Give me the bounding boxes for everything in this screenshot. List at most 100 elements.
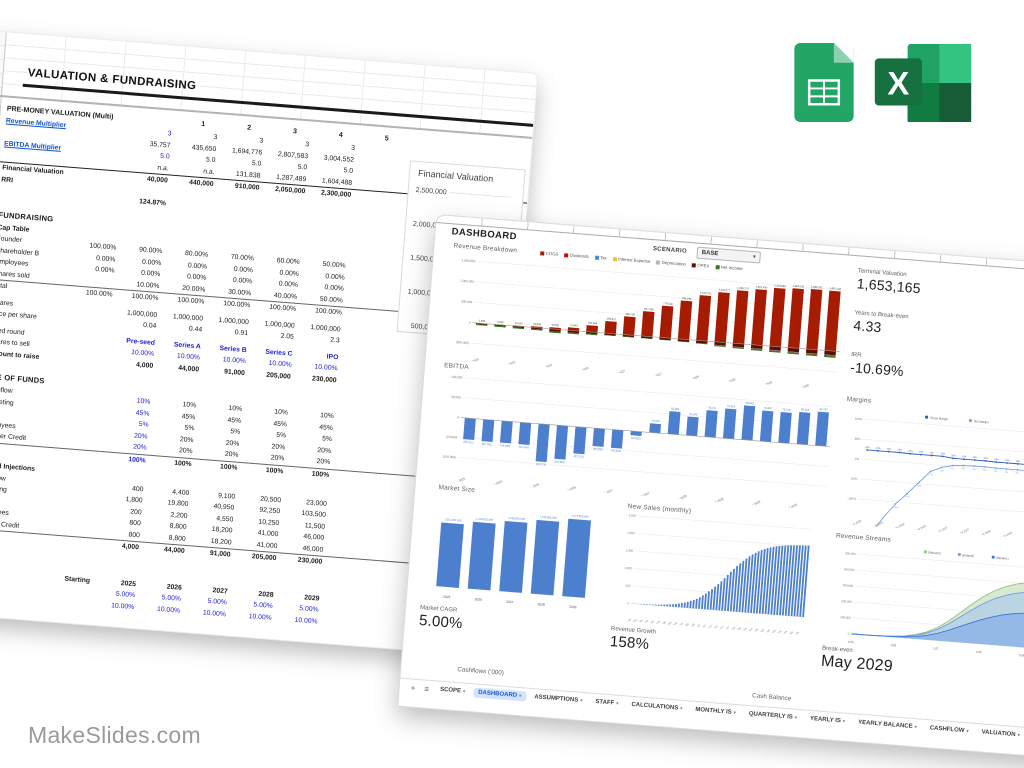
tab-label: YEARLY IS <box>809 715 842 725</box>
svg-text:20%: 20% <box>973 457 978 459</box>
cell[interactable]: 230,000 <box>297 556 323 566</box>
svg-text:20%: 20% <box>983 458 988 460</box>
google-sheets-logo <box>794 43 854 122</box>
cell[interactable] <box>74 191 121 206</box>
sheet-tab-valuation[interactable]: VALUATION ▾ <box>976 727 1024 741</box>
svg-text:1,000,000: 1,000,000 <box>407 289 439 298</box>
google-sheets-icon <box>794 43 854 122</box>
sheet-tab-assumptions[interactable]: ASSUMPTIONS ▾ <box>529 692 588 707</box>
cell[interactable]: 44,000 <box>163 546 185 555</box>
svg-text:1,466,102: 1,466,102 <box>811 284 823 289</box>
svg-text:23,094: 23,094 <box>651 419 660 424</box>
tab-menu-arrow-icon[interactable]: ▾ <box>680 705 683 711</box>
row-header[interactable]: 4 <box>0 58 4 75</box>
sheet-tab-scope[interactable]: SCOPE ▾ <box>435 684 471 697</box>
svg-text:0: 0 <box>469 321 471 325</box>
cell[interactable]: 205,000 <box>251 553 277 563</box>
svg-text:23%: 23% <box>940 453 945 455</box>
cell[interactable]: 10.00% <box>110 601 135 611</box>
cell[interactable]: 230,000 <box>311 374 337 384</box>
svg-text:Q1 2028: Q1 2028 <box>687 374 699 383</box>
svg-text:20%: 20% <box>962 456 967 458</box>
svg-text:5/27: 5/27 <box>708 625 713 630</box>
scenario-dropdown[interactable]: BASE ▾ <box>696 246 762 264</box>
tab-label: ASSUMPTIONS <box>534 694 579 704</box>
sheet-tab-staff[interactable]: STAFF ▾ <box>590 697 624 710</box>
svg-text:Q3 2025: Q3 2025 <box>491 479 503 488</box>
tab-menu-arrow-icon[interactable]: ▾ <box>914 724 918 730</box>
sheet-tab-quarterly-is[interactable]: QUARTERLY IS ▾ <box>743 709 802 724</box>
svg-text:50%: 50% <box>854 437 861 441</box>
tab-label: YEARLY BALANCE <box>857 719 913 730</box>
svg-text:1,450,011: 1,450,011 <box>793 284 805 289</box>
tab-menu-arrow-icon[interactable]: ▾ <box>966 728 969 734</box>
cell[interactable] <box>303 209 350 224</box>
cell[interactable]: 10.00% <box>202 609 227 618</box>
cell[interactable]: 10.00% <box>294 616 318 626</box>
tab-menu-arrow-icon[interactable]: ▾ <box>579 697 583 703</box>
svg-text:5/28: 5/28 <box>743 627 748 632</box>
cell[interactable] <box>42 594 89 609</box>
svg-text:Q1 2025: Q1 2025 <box>454 476 466 485</box>
row-header[interactable]: 2 <box>0 31 6 47</box>
sheet-tab-yearly-is[interactable]: YEARLY IS ▾ <box>805 714 851 728</box>
add-sheet-button[interactable]: + <box>410 683 416 693</box>
svg-text:2,500,000: 2,500,000 <box>415 187 447 196</box>
cell[interactable]: 4,000 <box>135 361 154 370</box>
svg-text:2,500: 2,500 <box>629 513 637 518</box>
legend-swatch <box>564 252 569 258</box>
svg-text:0: 0 <box>627 601 629 605</box>
svg-text:Q3 2028: Q3 2028 <box>724 377 736 386</box>
svg-text:-105%: -105% <box>892 507 899 510</box>
tab-menu-arrow-icon[interactable]: ▾ <box>842 718 846 724</box>
tab-menu-arrow-icon[interactable]: ▾ <box>794 714 798 720</box>
cash-balance-chart-title: Cash Balance <box>751 692 792 703</box>
cell[interactable]: 10.00% <box>248 612 273 622</box>
svg-text:23%: 23% <box>919 451 924 453</box>
row-header[interactable]: 5 <box>0 72 3 89</box>
cell[interactable] <box>61 353 108 368</box>
cell[interactable]: 10.00% <box>156 605 181 615</box>
cell[interactable]: 44,000 <box>178 364 200 373</box>
svg-text:29,636: 29,636 <box>533 322 542 327</box>
cell[interactable]: 91,000 <box>209 549 231 559</box>
svg-text:160,694: 160,694 <box>588 321 598 326</box>
row-header[interactable]: 3 <box>0 45 5 61</box>
svg-text:1,158,900,000: 1,158,900,000 <box>508 516 526 521</box>
cell[interactable]: 91,000 <box>223 367 246 377</box>
excel-logo: X <box>862 42 986 124</box>
sheet-tab-dashboard[interactable]: DASHBOARD ▾ <box>472 687 527 702</box>
tab-menu-arrow-icon[interactable]: ▾ <box>462 688 466 694</box>
cell[interactable]: 124.87% <box>138 198 167 208</box>
all-sheets-button[interactable]: ≡ <box>424 684 430 694</box>
svg-text:1,000,000: 1,000,000 <box>460 279 474 284</box>
svg-text:-50%: -50% <box>850 476 858 481</box>
cell[interactable] <box>257 206 304 221</box>
svg-text:71,043: 71,043 <box>570 323 579 328</box>
svg-text:296,670: 296,670 <box>606 316 616 321</box>
cell[interactable]: 205,000 <box>265 371 292 381</box>
legend-swatch <box>612 256 617 261</box>
sheet-tab-yearly-balance[interactable]: YEARLY BALANCE ▾ <box>853 717 923 732</box>
margins-chart: 100% 50% 0% -50% -100% Gross Margin Net Margin… <box>847 415 1024 543</box>
cell[interactable] <box>47 535 94 550</box>
cell[interactable] <box>165 198 212 213</box>
cell[interactable]: 4,000 <box>121 542 140 552</box>
svg-text:Q1 2029: Q1 2029 <box>749 500 761 509</box>
tab-label: MONTHLY IS <box>695 706 732 716</box>
kpi-market-cagr: Market CAGR 5.00% <box>418 604 464 633</box>
tab-menu-arrow-icon[interactable]: ▾ <box>518 693 522 699</box>
sheet-tab-monthly-is[interactable]: MONTHLY IS ▾ <box>690 705 741 719</box>
tab-menu-arrow-icon[interactable]: ▾ <box>1017 732 1021 738</box>
svg-text:4%: 4% <box>1015 473 1018 475</box>
tab-menu-arrow-icon[interactable]: ▾ <box>733 709 737 716</box>
sheet-tab-calculations[interactable]: CALCULATIONS ▾ <box>626 699 688 714</box>
cell[interactable] <box>211 202 258 217</box>
svg-text:Q1 2025: Q1 2025 <box>467 357 479 366</box>
svg-text:Q1 2026: Q1 2026 <box>528 482 540 491</box>
svg-text:50,000: 50,000 <box>451 395 461 400</box>
sheet-tab-cashflow[interactable]: CASHFLOW ▾ <box>924 723 974 737</box>
svg-text:Q1 2027: Q1 2027 <box>601 488 613 497</box>
tab-menu-arrow-icon[interactable]: ▾ <box>616 700 619 706</box>
svg-text:400,000: 400,000 <box>844 567 855 572</box>
